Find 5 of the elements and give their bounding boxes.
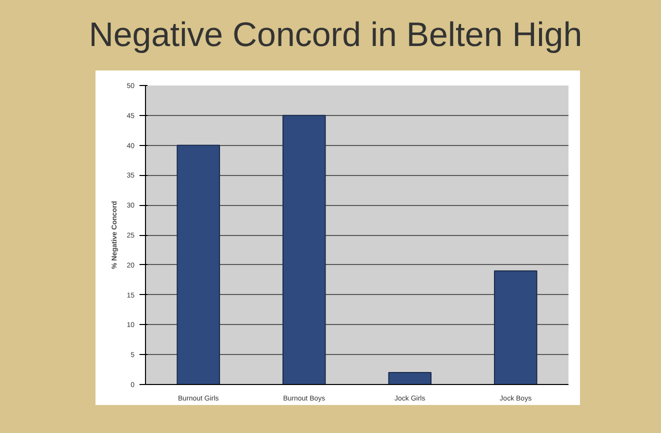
bar [282,114,326,384]
bar [388,372,432,384]
bar [176,144,220,384]
chart-title: Negative Concord in Belten High [88,15,582,56]
bar [494,270,538,384]
